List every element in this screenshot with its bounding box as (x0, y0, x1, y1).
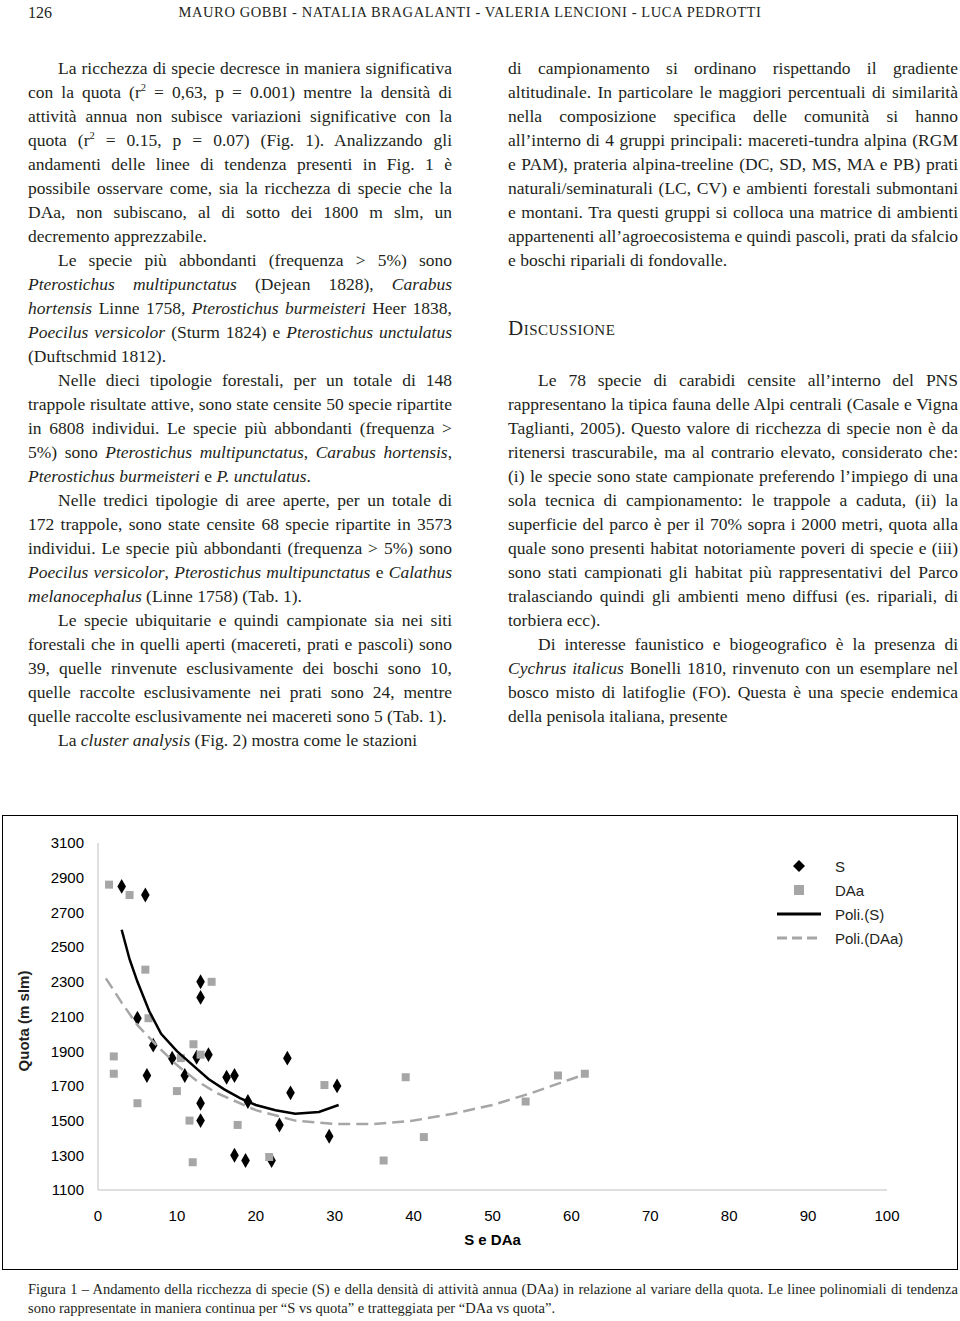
html-text:MAURO GOBBI - NATALIA BRAGALAN: MAURO GOBBI - NATALIA BRAGALANTI - VALER… (178, 4, 762, 20)
svg-text:1900: 1900 (51, 1043, 84, 1060)
html-text:Le 78 specie di carabidi censi: Le 78 specie di carabidi censite all’int… (508, 370, 958, 630)
svg-text:1100: 1100 (52, 1181, 84, 1198)
html-text:Di interesse faunistico e biog: Di interesse faunistico e biogeografico … (538, 634, 958, 654)
svg-text:0: 0 (94, 1207, 102, 1224)
html-text:Poli.(DAa): Poli.(DAa) (835, 929, 904, 947)
svg-text:S e DAa: S e DAa (464, 1231, 521, 1248)
svg-text:1700: 1700 (51, 1077, 84, 1094)
html-text:DAa: DAa (835, 881, 865, 899)
html-text:126: 126 (28, 4, 52, 21)
svg-text:60: 60 (563, 1207, 580, 1224)
html-text:Pterostichus multipunctatus (D: Pterostichus multipunctatus (Dejean 1828… (28, 274, 452, 318)
svg-text:1500: 1500 (51, 1112, 84, 1129)
html-text:Pterostichus burmeisteri e P.: Pterostichus burmeisteri e P. unctulatus… (28, 466, 311, 486)
svg-text:40: 40 (405, 1207, 422, 1224)
html-text:(Duftschmid 1812).: (Duftschmid 1812). (28, 346, 166, 366)
svg-text:100: 100 (874, 1207, 899, 1224)
html-text:Poecilus versicolor, Pterostic: Poecilus versicolor, Pterostichus multip… (28, 562, 452, 606)
svg-text:90: 90 (800, 1207, 817, 1224)
html-text:Le specie ubiquitarie e quindi: Le specie ubiquitarie e quindi campionat… (28, 610, 452, 726)
html-text:Cychrus italicus Bonelli 1810,: Cychrus italicus Bonelli 1810, rinvenuto… (508, 658, 958, 726)
html-text:Le specie più abbondanti (freq: Le specie più abbondanti (frequenza > 5%… (58, 250, 452, 270)
svg-text:2300: 2300 (51, 973, 84, 990)
html-text:La cluster analysis (Fig. 2) m: La cluster analysis (Fig. 2) mostra come… (58, 730, 418, 750)
svg-text:2100: 2100 (51, 1008, 84, 1025)
html-text:Poecilus versicolor (Sturm 182: Poecilus versicolor (Sturm 1824) e Ptero… (28, 322, 452, 342)
html-text:La ricchezza di specie decresc: La ricchezza di specie decresce in manie… (28, 58, 452, 246)
html-text:Poli.(S): Poli.(S) (835, 905, 885, 923)
html-text:Nelle tredici tipologie di are: Nelle tredici tipologie di aree aperte, … (28, 490, 452, 558)
html-text:S: S (835, 857, 845, 875)
svg-text:1300: 1300 (51, 1147, 84, 1164)
svg-text:2700: 2700 (51, 904, 84, 921)
svg-text:70: 70 (642, 1207, 659, 1224)
html-text:Nelle dieci tipologie forestal: Nelle dieci tipologie forestali, per un … (28, 370, 452, 462)
html-text:di campionamento si ordinano r: di campionamento si ordinano rispettando… (508, 58, 958, 270)
svg-text:2900: 2900 (51, 869, 84, 886)
svg-text:10: 10 (169, 1207, 186, 1224)
html-text:Discussione: Discussione (508, 316, 616, 340)
svg-text:50: 50 (484, 1207, 501, 1224)
svg-text:30: 30 (326, 1207, 343, 1224)
svg-text:2500: 2500 (51, 938, 84, 955)
svg-text:3100: 3100 (51, 834, 84, 851)
html-text:Quota (m slm): Quota (m slm) (14, 970, 32, 1072)
html-text:Figura 1 – Andamento della ric: Figura 1 – Andamento della ricchezza di … (28, 1281, 958, 1316)
svg-text:20: 20 (247, 1207, 264, 1224)
svg-text:80: 80 (721, 1207, 738, 1224)
